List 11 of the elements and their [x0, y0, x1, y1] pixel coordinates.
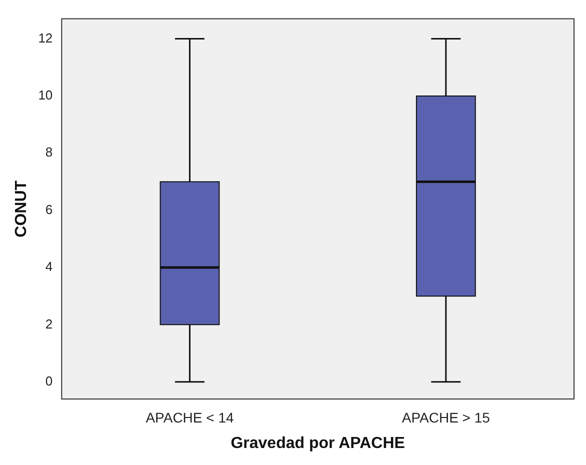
- x-tick-label: APACHE < 14: [146, 409, 234, 426]
- y-tick-label: 4: [45, 259, 53, 274]
- x-axis-title: Gravedad por APACHE: [230, 434, 406, 452]
- y-tick-label: 2: [45, 316, 53, 332]
- y-axis-title: CONUT: [13, 180, 30, 238]
- y-tick-label: 8: [45, 144, 53, 160]
- x-tick-label: APACHE > 15: [402, 409, 490, 426]
- y-tick-label: 0: [45, 373, 53, 388]
- y-tick-label: 6: [45, 202, 53, 217]
- y-tick-label: 12: [38, 30, 53, 46]
- y-tick-label: 10: [38, 88, 53, 103]
